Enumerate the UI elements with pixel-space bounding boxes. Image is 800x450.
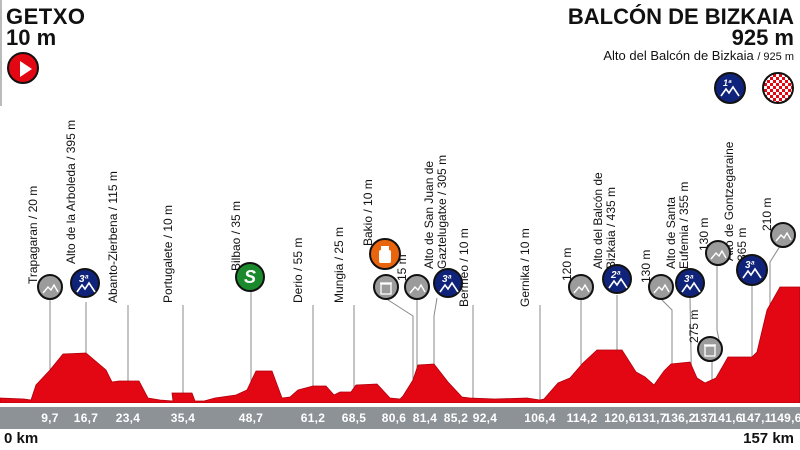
finish-climb: Alto del Balcón de Bizkaia / 925 m (603, 48, 794, 65)
km-tick: 85,2 (443, 411, 469, 425)
km-tick: 81,4 (412, 411, 438, 425)
start-play-icon (7, 52, 39, 84)
svg-text:3ª: 3ª (79, 274, 89, 285)
km-tick: 23,4 (115, 411, 141, 425)
waypoint-label-gaztelugatxe-2: Gaztelugatxe / 305 m (435, 154, 449, 269)
km-tick: 136,2 (664, 411, 696, 425)
minor-climb-icon (705, 240, 731, 266)
finish-climb-alt: / 925 m (757, 51, 794, 63)
km-tick: 149,6 (770, 411, 800, 425)
km-tick: 16,7 (73, 411, 99, 425)
waypoint-label-derio: Derio / 55 m (291, 237, 305, 303)
minor-climb-icon (37, 274, 63, 300)
km-tick: 131,7 (635, 411, 667, 425)
minor-climb-icon (404, 274, 430, 300)
waypoint-label-portugalete: Portugalete / 10 m (161, 204, 175, 303)
waypoint-label-trapagaran: Trapagaran / 20 m (26, 185, 40, 284)
minor-climb-icon (568, 274, 594, 300)
waypoint-label-arboleda: Alto de la Arboleda / 395 m (64, 119, 78, 264)
category-1-climb-icon: 1ª (714, 72, 746, 104)
finish-checkered-flag-icon (762, 72, 794, 104)
finish-climb-name: Alto del Balcón de Bizkaia (603, 48, 754, 63)
finish-altitude: 925 m (731, 25, 794, 50)
axis-end-label: 157 km (743, 430, 794, 447)
feed-zone-bottle-icon (369, 238, 401, 270)
km-tick: 68,5 (341, 411, 367, 425)
km-tick: 35,4 (170, 411, 196, 425)
minor-climb-icon (648, 274, 674, 300)
category-3-climb-icon: 3ª (70, 268, 100, 298)
waste-bin-icon (373, 274, 399, 300)
start-town: GETXO (6, 4, 86, 29)
minor-climb-icon (770, 222, 796, 248)
svg-text:3ª: 3ª (684, 274, 694, 285)
km-tick: 48,7 (238, 411, 264, 425)
svg-text:3ª: 3ª (442, 274, 452, 285)
waste-bin-icon (697, 336, 723, 362)
km-tick: 120,6 (604, 411, 636, 425)
km-tick: 114,2 (566, 411, 598, 425)
km-tick: 106,4 (524, 411, 556, 425)
finish-town: BALCÓN DE BIZKAIA (567, 4, 794, 29)
category-3-climb-icon: 3ª (433, 268, 463, 298)
km-tick: 61,2 (300, 411, 326, 425)
waypoint-label-gernika: Gernika / 10 m (518, 228, 532, 307)
svg-text:3ª: 3ª (745, 260, 755, 271)
category-3-climb-icon: 3ª (736, 254, 768, 286)
waypoint-label-bilbao: Bilbao / 35 m (229, 200, 243, 271)
km-tick: 80,6 (381, 411, 407, 425)
km-tick: 147,1 (740, 411, 772, 425)
waypoint-label-bakio: Bakio / 10 m (361, 179, 375, 246)
waypoint-label-abanto: Abanto-Zierbena / 115 m (106, 171, 120, 303)
waypoint-label-eufemia-2: Eufemia / 355 m (677, 181, 691, 269)
waypoint-label-balcon-2: Bizkaia / 435 m (604, 186, 618, 269)
axis-start-label: 0 km (4, 430, 39, 447)
category-2-climb-icon: 2ª (602, 264, 632, 294)
km-tick: 137 (693, 411, 715, 425)
category-3-climb-icon: 3ª (675, 268, 705, 298)
svg-text:1ª: 1ª (723, 78, 732, 88)
km-tick: 141,6 (711, 411, 743, 425)
start-altitude: 10 m (6, 25, 57, 50)
svg-text:2ª: 2ª (610, 270, 621, 281)
km-tick: 92,4 (472, 411, 498, 425)
sprint-icon: S (235, 262, 265, 292)
km-tick: 9,7 (41, 411, 59, 425)
km-axis-bar (0, 407, 800, 429)
frame-border (0, 0, 2, 106)
waypoint-label-mungia: Mungia / 25 m (332, 226, 346, 303)
